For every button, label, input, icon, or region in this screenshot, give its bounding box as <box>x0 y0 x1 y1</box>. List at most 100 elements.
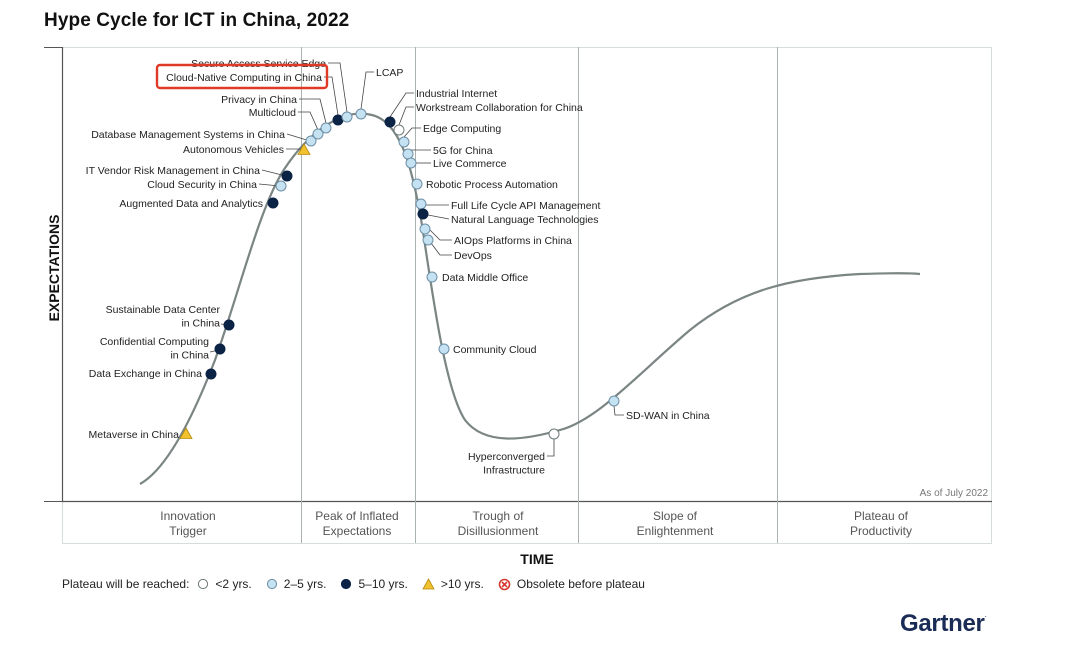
tech-20-label: Full Life Cycle API Management <box>451 200 600 212</box>
legend-item-obsolete: Obsolete before plateau <box>498 577 645 591</box>
legend-lead: Plateau will be reached: <box>62 577 190 591</box>
tech-4-label: Augmented Data and Analytics <box>119 198 263 210</box>
tech-8-label: Database Management Systems in China <box>91 129 285 141</box>
tech-17-marker <box>402 148 414 160</box>
tech-2-label-line1: Confidential Computing <box>100 336 209 348</box>
as-of-note: As of July 2022 <box>920 488 989 499</box>
tech-15-leader <box>398 106 414 126</box>
tech-17-label: 5G for China <box>433 145 493 157</box>
phase-label-3-line2: Disillusionment <box>458 524 539 538</box>
phase-label-2-line2: Expectations <box>323 524 392 538</box>
tech-26-label-line1: Hyperconverged <box>468 451 545 463</box>
tech-12-marker <box>341 111 353 123</box>
legend-label-lt2: <2 yrs. <box>215 577 252 591</box>
tech-3-label-line2: in China <box>181 318 220 330</box>
tech-8-marker <box>305 135 317 147</box>
brand-name: Gartner <box>900 610 985 637</box>
tech-22-marker <box>419 223 431 235</box>
gartner-logo: Gartner. <box>900 610 987 637</box>
y-axis-title: EXPECTATIONS <box>46 215 62 322</box>
tech-9-leader <box>298 111 319 131</box>
tech-7-label: Autonomous Vehicles <box>183 144 284 156</box>
legend-item-gt10: >10 yrs. <box>422 577 484 591</box>
tech-23-leader <box>430 242 452 256</box>
tech-15-marker <box>393 124 405 136</box>
tech-23-label: DevOps <box>454 250 492 262</box>
legend-marker-gt10 <box>422 578 435 590</box>
legend-marker-2to5 <box>266 578 277 590</box>
tech-19-marker <box>411 178 423 190</box>
tech-3-label-line1: Sustainable Data Center <box>106 304 221 316</box>
tech-26-leader <box>547 439 555 457</box>
tech-25-label: Community Cloud <box>453 344 537 356</box>
tech-18-label: Live Commerce <box>433 158 507 170</box>
tech-9-label: Multicloud <box>249 107 296 119</box>
tech-24-label: Data Middle Office <box>442 272 528 284</box>
legend-marker-lt2 <box>198 578 209 590</box>
tech-3-marker <box>223 319 235 331</box>
legend-label-gt10: >10 yrs. <box>440 577 484 591</box>
tech-1-label: Data Exchange in China <box>89 368 202 380</box>
chart-title: Hype Cycle for ICT in China, 2022 <box>44 10 350 31</box>
hype-curve <box>139 112 921 485</box>
phase-label-1-line1: Innovation <box>160 509 215 523</box>
tech-22-label: AIOps Platforms in China <box>454 235 572 247</box>
tech-12-leader <box>328 62 348 113</box>
tech-10-label: Privacy in China <box>221 94 297 106</box>
phase-label-2-line1: Peak of Inflated <box>315 509 398 523</box>
tech-0-marker <box>179 427 193 439</box>
tech-27-label: SD-WAN in China <box>626 410 710 422</box>
phase-label-1-line2: Trigger <box>169 524 207 538</box>
legend: Plateau will be reached: <2 yrs. 2–5 yrs… <box>62 577 659 591</box>
tech-21-label: Natural Language Technologies <box>451 214 599 226</box>
tech-0-label: Metaverse in China <box>89 429 180 441</box>
tech-5-label: Cloud Security in China <box>147 179 257 191</box>
tech-11-label: Cloud-Native Computing in China <box>166 72 322 84</box>
x-axis-title: TIME <box>520 551 553 567</box>
tech-24-marker <box>426 271 438 283</box>
tech-26-label-line2: Infrastructure <box>483 465 545 477</box>
tech-23-marker <box>422 234 434 246</box>
tech-14-leader <box>389 92 414 118</box>
tech-5-marker <box>275 180 287 192</box>
phase-label-4-line2: Enlightenment <box>637 524 714 538</box>
tech-21-marker <box>417 208 429 220</box>
tech-13-leader <box>360 71 374 110</box>
tech-20-marker <box>415 198 427 210</box>
legend-item-2to5: 2–5 yrs. <box>266 577 327 591</box>
tech-14-label: Industrial Internet <box>416 88 497 100</box>
tech-25-marker <box>438 343 450 355</box>
legend-label-2to5: 2–5 yrs. <box>283 577 327 591</box>
tech-7-marker <box>297 143 311 155</box>
tech-16-label: Edge Computing <box>423 123 501 135</box>
tech-2-marker <box>214 343 226 355</box>
tech-6-marker <box>281 170 293 182</box>
tech-27-marker <box>608 395 620 407</box>
tech-21-leader <box>427 214 450 220</box>
legend-label-5to10: 5–10 yrs. <box>358 577 408 591</box>
tech-15-label: Workstream Collaboration for China <box>416 102 583 114</box>
tech-10-leader <box>299 98 327 124</box>
legend-marker-obsolete <box>498 578 511 590</box>
highlight-box <box>155 63 329 90</box>
tech-13-label: LCAP <box>376 67 403 79</box>
tech-2-label-line2: in China <box>170 350 209 362</box>
tech-27-leader <box>613 405 624 416</box>
tech-11-marker <box>332 114 344 126</box>
legend-label-obsolete: Obsolete before plateau <box>516 577 645 591</box>
tech-1-marker <box>205 368 217 380</box>
phase-label-3-line1: Trough of <box>473 509 525 523</box>
tech-4-marker <box>267 197 279 209</box>
tech-22-leader <box>428 228 452 241</box>
tech-13-marker <box>355 108 367 120</box>
legend-item-lt2: <2 yrs. <box>197 577 252 591</box>
tech-16-leader <box>403 127 421 138</box>
phase-label-5-line1: Plateau of <box>854 509 909 523</box>
tech-6-label: IT Vendor Risk Management in China <box>86 165 260 177</box>
tech-10-marker <box>320 122 332 134</box>
legend-marker-5to10 <box>341 578 352 590</box>
phase-label-5-line2: Productivity <box>850 524 912 538</box>
tech-16-marker <box>398 136 410 148</box>
tech-14-marker <box>384 116 396 128</box>
